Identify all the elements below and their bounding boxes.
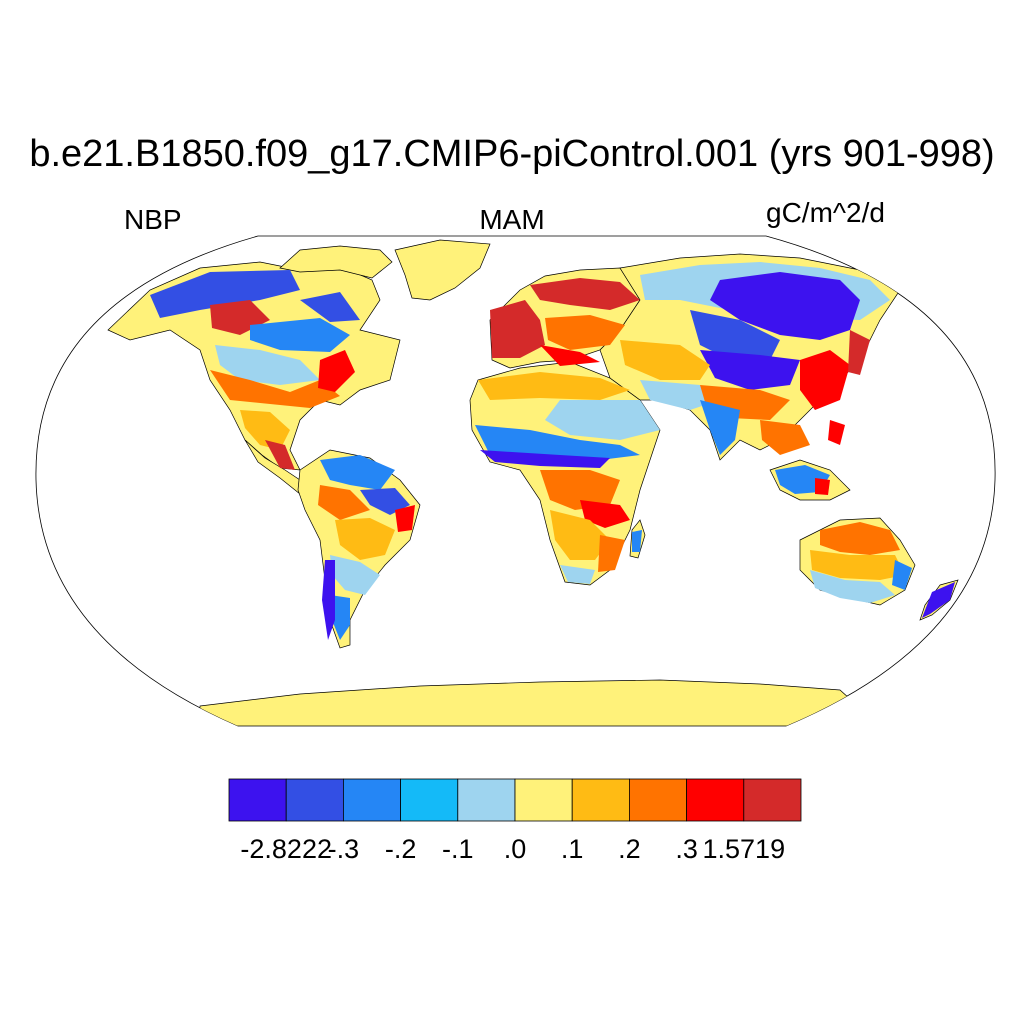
- colorbar-tick-label: .0: [504, 834, 527, 864]
- colorbar-bin-3: [342, 778, 401, 822]
- colorbar-bin-1: [228, 778, 287, 822]
- colorbar-tick-label: -.2: [385, 834, 417, 864]
- colorbar-tick-label: .1: [561, 834, 584, 864]
- colorbar-bin-10: [743, 778, 802, 822]
- colorbar-tick-label: .3: [675, 834, 698, 864]
- nbp-field: [150, 262, 955, 640]
- plot-title: b.e21.B1850.f09_g17.CMIP6-piControl.001 …: [29, 133, 995, 175]
- colorbar-bin-7: [571, 778, 630, 822]
- colorbar-bin-8: [629, 778, 688, 822]
- colorbar-bin-5: [457, 778, 516, 822]
- colorbar-bin-2: [285, 778, 344, 822]
- colorbar-tick-label: .2: [618, 834, 641, 864]
- units-label: gC/m^2/d: [766, 197, 885, 228]
- antarctica: [199, 679, 881, 726]
- colorbar-tick-label: -.3: [328, 834, 360, 864]
- variable-label: NBP: [124, 204, 182, 235]
- colorbar-bin-9: [686, 778, 745, 822]
- colorbar-bin-4: [400, 778, 459, 822]
- greenland: [394, 239, 491, 301]
- season-label: MAM: [479, 204, 545, 235]
- arctic-islands: [279, 245, 393, 279]
- colorbar-tick-label: -.1: [442, 834, 474, 864]
- colorbar-tick-label: -2.8222: [240, 834, 332, 864]
- colorbar-bin-6: [514, 778, 573, 822]
- colorbar-tick-label: 1.5719: [703, 834, 786, 864]
